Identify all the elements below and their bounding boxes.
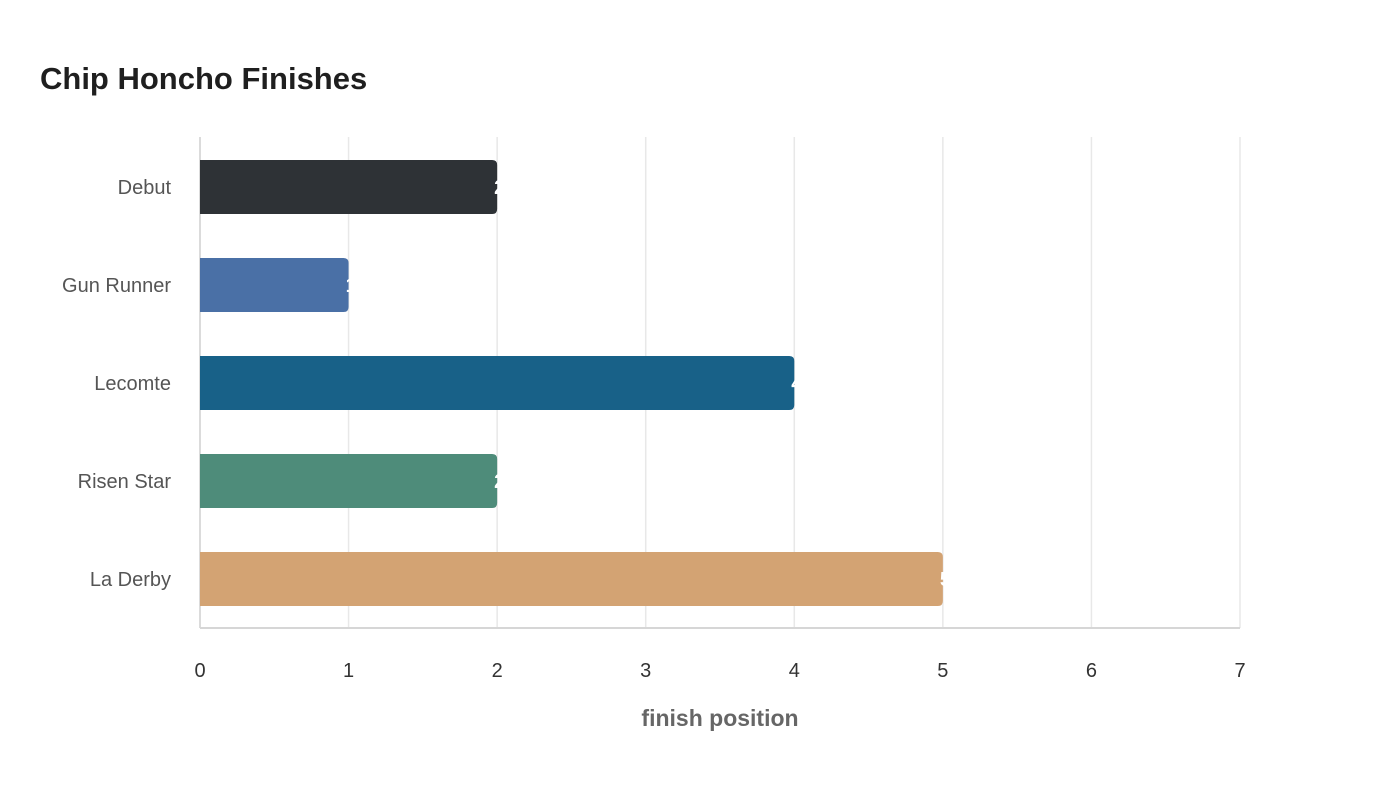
data-label: 1 <box>346 275 357 297</box>
x-tick-label: 6 <box>1086 660 1097 682</box>
category-label: Gun Runner <box>62 275 171 297</box>
x-tick-label: 1 <box>343 660 354 682</box>
data-label: 2 <box>494 177 505 199</box>
x-tick-label: 5 <box>937 660 948 682</box>
data-label: 5 <box>940 569 951 591</box>
category-label: Risen Star <box>78 471 172 493</box>
data-label: 4 <box>791 373 803 395</box>
x-tick-label: 4 <box>789 660 800 682</box>
x-tick-label: 7 <box>1234 660 1245 682</box>
category-label: Debut <box>118 177 172 199</box>
chart-title: Chip Honcho Finishes <box>40 61 368 96</box>
x-axis-title: finish position <box>641 705 798 731</box>
category-label: La Derby <box>90 569 171 591</box>
bar-la-derby <box>200 552 943 606</box>
data-label: 2 <box>494 471 505 493</box>
x-tick-label: 0 <box>194 660 205 682</box>
bar-risen-star <box>200 454 498 508</box>
x-tick-label: 2 <box>492 660 503 682</box>
bars <box>200 160 943 606</box>
bar-lecomte <box>200 356 795 410</box>
x-tick-label: 3 <box>640 660 651 682</box>
bar-debut <box>200 160 498 214</box>
category-labels: Debut Gun Runner Lecomte Risen Star La Derby <box>62 177 171 591</box>
x-axis: 0 1 2 3 4 5 6 7 <box>194 627 1246 682</box>
bar-gun-runner <box>200 258 349 312</box>
category-label: Lecomte <box>94 373 171 395</box>
data-labels: 2 1 4 2 5 <box>346 177 951 591</box>
